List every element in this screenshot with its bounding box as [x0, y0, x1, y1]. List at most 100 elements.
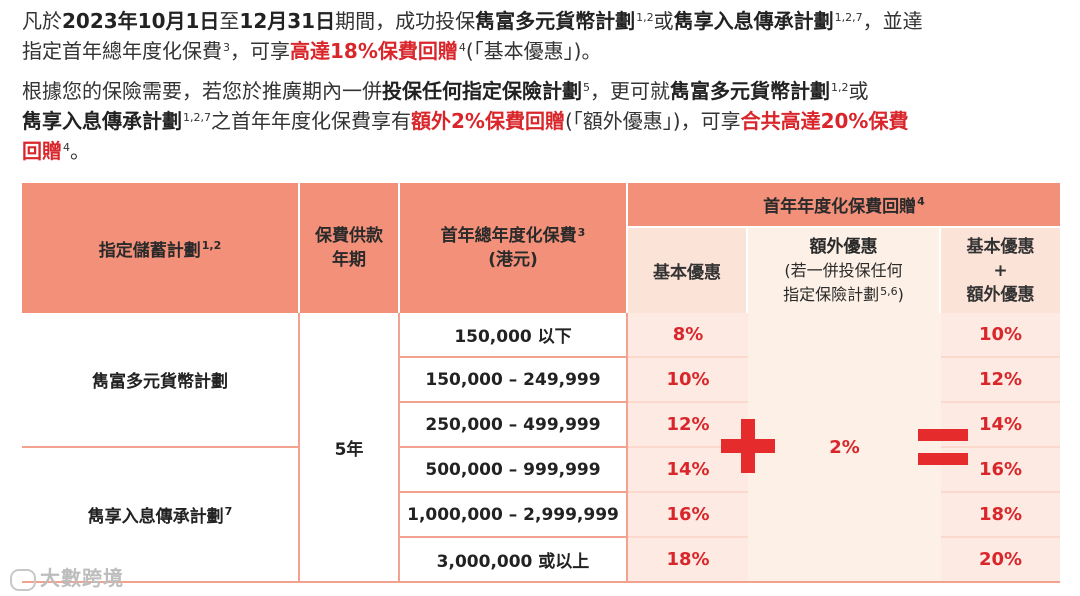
header-extra: 額外優惠 (若一併投保任何 指定保險計劃5,6): [748, 228, 941, 313]
plan-name: 雋享入息傳承計劃: [673, 9, 834, 33]
premium-range-cell: 250,000 – 499,999: [400, 403, 628, 448]
plus-icon: [721, 419, 775, 473]
premium-range: 3,000,000 或以上: [436, 552, 590, 572]
basic-rate: 10%: [666, 369, 710, 390]
header-rebate-label: 首年年度化保費回贈: [763, 197, 917, 217]
header-extra-line1: 額外優惠: [809, 236, 878, 257]
header-plan-label: 指定儲蓄計劃: [98, 240, 201, 261]
basic-rate: 8%: [672, 324, 704, 345]
watermark-logo-icon: [10, 568, 36, 591]
intro-text: 之首年年度化保費享有: [211, 109, 411, 133]
total-rebate-highlight: 回贈: [22, 139, 62, 163]
intro-text: 指定首年總年度化保費: [22, 39, 222, 63]
basic-rate-cell: 18%: [628, 538, 748, 583]
header-extra-line3: 指定保險計劃: [783, 284, 880, 304]
premium-range-cell: 150,000 – 249,999: [400, 358, 628, 403]
total-rebate-highlight: 合共高達20%保費: [740, 109, 909, 133]
intro-text: ，並達: [862, 9, 923, 33]
premium-range: 1,000,000 – 2,999,999: [407, 504, 619, 525]
total-rate: 18%: [978, 504, 1023, 525]
total-rate: 12%: [978, 369, 1023, 390]
footnote-ref: 5: [583, 81, 590, 94]
basic-rate: 18%: [666, 549, 710, 570]
header-term: 保費供款 年期: [300, 183, 400, 313]
total-rate-cell: 18%: [941, 493, 1060, 538]
basic-rate: 14%: [666, 459, 710, 480]
premium-range-cell: 1,000,000 – 2,999,999: [400, 493, 628, 538]
watermark: 大數跨境: [10, 562, 124, 591]
header-combined-line2: +: [993, 260, 1008, 281]
total-rate-cell: 12%: [941, 358, 1060, 403]
plan-name-1: 雋富多元貨幣計劃: [92, 372, 228, 392]
intro-text: 至: [219, 9, 240, 33]
intro-date-end: 12月31日: [239, 9, 336, 33]
plan-name: 雋富多元貨幣計劃: [475, 9, 636, 33]
basic-rate: 16%: [666, 504, 710, 525]
plan-cell-1: 雋富多元貨幣計劃: [22, 313, 300, 448]
footnote-ref: 1,2,7: [183, 111, 211, 124]
extra-rate-cell: 2%: [748, 313, 941, 583]
total-rate: 16%: [978, 459, 1023, 480]
intro-text: ，更可就: [590, 79, 670, 103]
premium-range: 150,000 以下: [454, 327, 572, 347]
intro-text: (「額外優惠」)，可享: [564, 109, 741, 133]
total-rate-cell: 20%: [941, 538, 1060, 583]
extra-rate: 2%: [829, 436, 860, 458]
footnote-ref: 1,2: [636, 11, 654, 24]
total-rate-cell: 10%: [941, 313, 1060, 358]
footnote-ref: 4: [63, 141, 70, 154]
footnote-ref: 4: [458, 41, 466, 54]
equals-icon: [918, 429, 968, 465]
intro-paragraph-1: 凡於2023年10月1日至12月31日期間，成功投保雋富多元貨幣計劃1,2或雋享…: [22, 6, 923, 66]
footnote-ref: 7: [224, 505, 233, 518]
intro-text: 凡於: [22, 9, 62, 33]
intro-text: (「基本優惠」)。: [465, 39, 602, 63]
footnote-ref: 3: [577, 226, 586, 239]
extra-rebate-highlight: 額外2%保費回贈: [411, 109, 565, 133]
total-rate: 20%: [978, 549, 1023, 570]
header-extra-line2: (若一併投保任何: [784, 260, 903, 280]
rebate-highlight: 高達18%保費回贈: [290, 39, 458, 63]
header-premium: 首年總年度化保費3 (港元): [400, 183, 628, 313]
basic-rate: 12%: [666, 414, 710, 435]
header-rebate: 首年年度化保費回贈 4: [628, 183, 1060, 228]
intro-text: 根據您的保險需要，若您於推廣期內一併: [22, 79, 382, 103]
footnote-ref: 3: [223, 41, 230, 54]
premium-range-cell: 500,000 – 999,999: [400, 448, 628, 493]
plan-name: 雋享入息傳承計劃: [22, 109, 182, 133]
header-premium-line2: (港元): [488, 250, 538, 270]
header-plan: 指定儲蓄計劃 1,2: [22, 183, 300, 313]
watermark-text: 大數跨境: [40, 566, 124, 590]
header-combined-line1: 基本優惠: [966, 236, 1035, 257]
intro-paragraph-2: 根據您的保險需要，若您於推廣期內一併投保任何指定保險計劃5，更可就雋富多元貨幣計…: [22, 76, 908, 166]
premium-range: 250,000 – 499,999: [425, 414, 601, 435]
plan-name-2: 雋享入息傳承計劃: [87, 507, 224, 527]
term-value: 5年: [334, 439, 364, 460]
intro-date-start: 2023年10月1日: [62, 9, 220, 33]
footnote-ref: 1,2: [831, 81, 849, 94]
total-rate: 14%: [978, 414, 1023, 435]
basic-rate-cell: 8%: [628, 313, 748, 358]
intro-text: 或: [653, 9, 674, 33]
plan-name: 雋富多元貨幣計劃: [670, 79, 830, 103]
intro-text: 或: [848, 79, 869, 103]
plan-cell-2: 雋享入息傳承計劃 7: [22, 448, 300, 583]
header-term-line1: 保費供款: [315, 226, 383, 246]
premium-range: 150,000 – 249,999: [425, 369, 601, 390]
premium-range-cell: 150,000 以下: [400, 313, 628, 358]
header-extra-line3-end: ): [897, 284, 904, 304]
basic-rate-cell: 14%: [628, 448, 748, 493]
intro-text: 。: [70, 139, 90, 163]
header-premium-line1: 首年總年度化保費: [440, 226, 577, 246]
intro-text: 期間，成功投保: [335, 9, 476, 33]
term-cell: 5年: [300, 313, 400, 583]
basic-rate-cell: 16%: [628, 493, 748, 538]
footnote-ref: 1,2: [201, 238, 222, 252]
header-combined-line3: 額外優惠: [966, 284, 1035, 305]
header-combined: 基本優惠 + 額外優惠: [941, 228, 1060, 313]
header-basic-label: 基本優惠: [653, 263, 721, 283]
intro-text: ，可享: [230, 39, 290, 63]
basic-rate-cell: 10%: [628, 358, 748, 403]
total-rate: 10%: [978, 324, 1023, 345]
premium-range-cell: 3,000,000 或以上: [400, 538, 628, 583]
